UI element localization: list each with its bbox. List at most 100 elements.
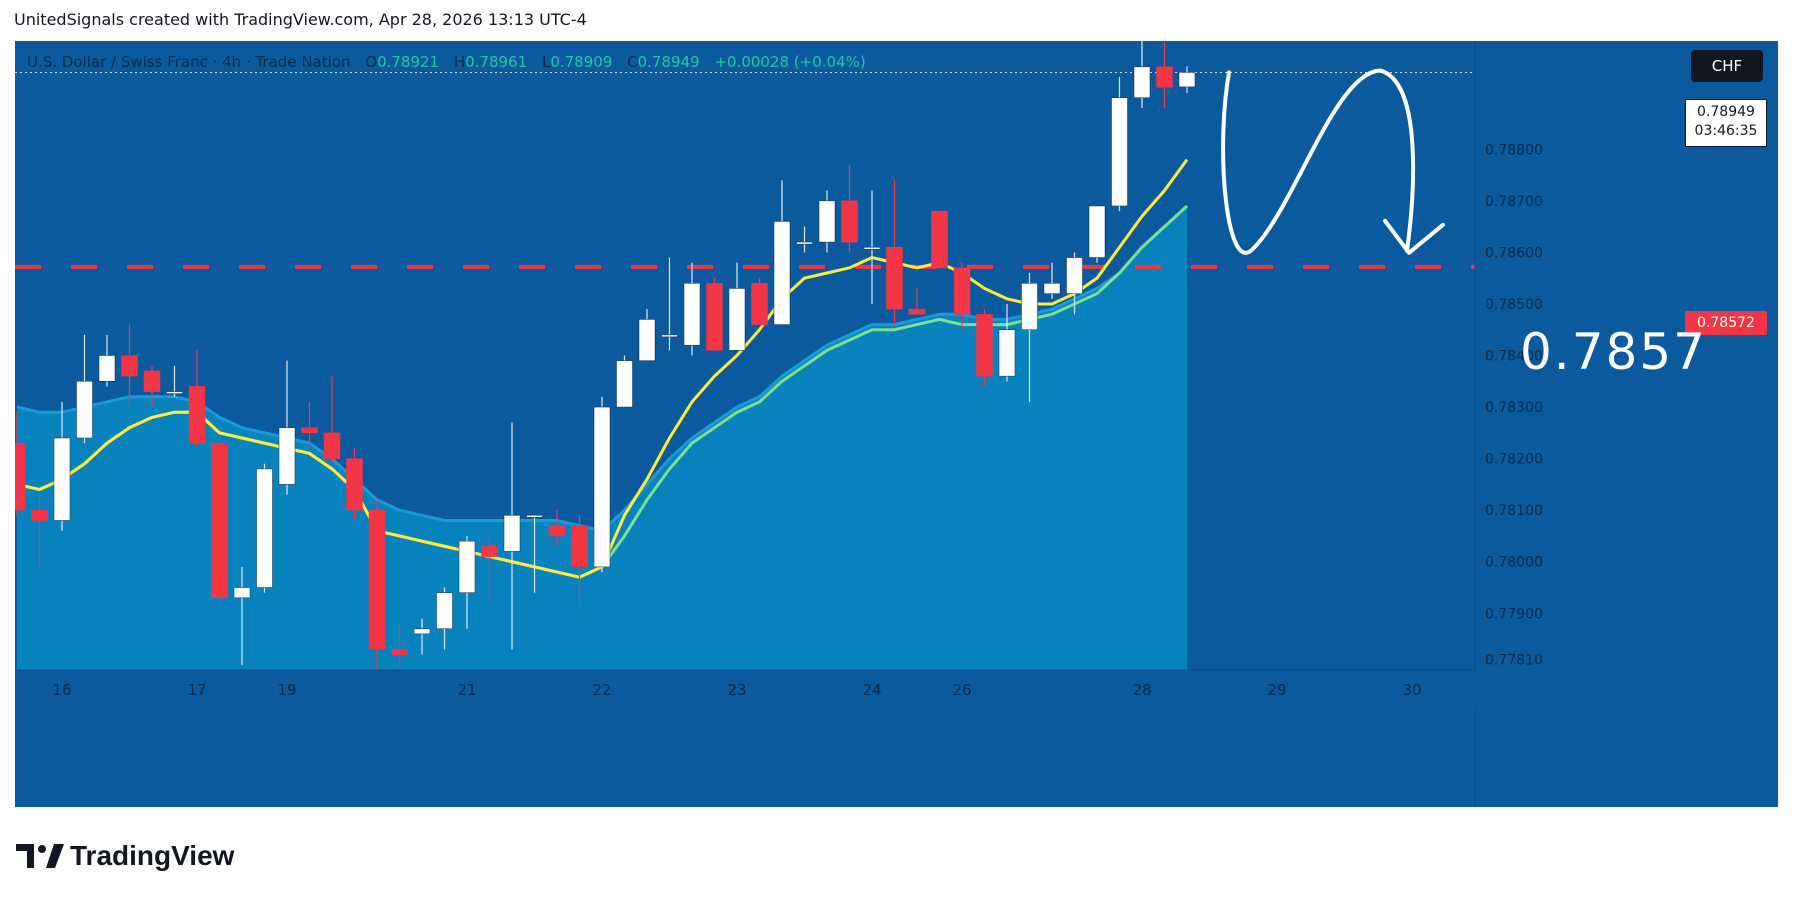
price-axis-tick: 0.78000: [1485, 555, 1543, 571]
time-axis-tick: 26: [952, 681, 971, 699]
open-label: O: [365, 53, 378, 71]
candle-body: [751, 283, 768, 325]
candle-body: [773, 221, 791, 325]
time-axis-tick: 23: [727, 681, 746, 699]
level-price-tag: 0.78572: [1685, 311, 1767, 335]
ema-area-fill: [17, 205, 1187, 670]
candle-body: [15, 442, 26, 511]
candle-body: [1021, 283, 1038, 330]
price-axis-tick: 0.78200: [1485, 452, 1543, 468]
candle-body: [53, 437, 71, 521]
candle-body: [1156, 66, 1173, 88]
candle-body: [638, 319, 656, 361]
candle-body: [391, 649, 408, 655]
candle-body: [458, 540, 476, 593]
price-axis-tick: 0.78800: [1485, 142, 1543, 158]
candle-body: [1066, 257, 1083, 294]
symbol-legend: U.S. Dollar / Swiss Franc · 4h · Trade N…: [27, 53, 866, 71]
time-axis-tick: 29: [1267, 681, 1286, 699]
candle-body: [98, 355, 116, 382]
price-axis-tick: 0.78400: [1485, 349, 1543, 365]
candle-body: [1043, 283, 1061, 294]
candle-body: [863, 246, 881, 250]
candle-body: [346, 458, 363, 511]
candle-body: [998, 329, 1016, 377]
candle-body: [976, 314, 993, 377]
price-chart[interactable]: 0.78800 0.78700 0.78600 0.78500 0.78400 0.783…: [15, 41, 1778, 807]
candle-body: [728, 288, 746, 351]
close-value: 0.78949: [637, 53, 700, 71]
candle-body: [571, 525, 588, 568]
candle-body: [301, 427, 318, 434]
time-axis-tick: 28: [1132, 681, 1151, 699]
candle-body: [818, 200, 836, 243]
price-axis-tick: 0.78600: [1485, 245, 1543, 261]
candle-countdown: 03:46:35: [1694, 123, 1758, 139]
tradingview-logo-icon: [16, 844, 64, 868]
price-axis-tick: 0.78100: [1485, 503, 1543, 519]
time-axis-tick: 19: [277, 681, 296, 699]
chart-attribution: UnitedSignals created with TradingView.c…: [14, 10, 587, 29]
tradingview-logo-text: TradingView: [70, 840, 235, 871]
candle-body: [796, 241, 813, 245]
candle-body: [526, 515, 543, 518]
candle-body: [503, 515, 521, 552]
annotation-price-label: 0.7857: [1520, 323, 1707, 381]
candle-body: [908, 308, 926, 315]
time-axis-tick: 21: [457, 681, 476, 699]
time-axis-panel: [15, 670, 1778, 707]
candle-body: [1111, 97, 1128, 207]
time-axis-tick: 24: [862, 681, 881, 699]
change-value: +0.00028 (+0.04%): [714, 53, 866, 71]
time-axis-tick: 17: [187, 681, 206, 699]
candle-body: [841, 200, 858, 243]
candle-body: [323, 432, 341, 459]
candle-body: [256, 468, 273, 588]
candle-body: [683, 283, 701, 346]
candle-body: [661, 334, 678, 338]
candle-body: [233, 587, 251, 599]
candle-body: [76, 381, 93, 439]
time-axis-tick: 22: [592, 681, 611, 699]
candle-body: [953, 267, 971, 315]
candle-body: [188, 386, 206, 444]
symbol-name: U.S. Dollar / Swiss Franc · 4h · Trade N…: [27, 53, 351, 71]
low-value: 0.78909: [550, 53, 613, 71]
candle-body: [593, 406, 611, 568]
price-axis-tick: 0.77810: [1485, 653, 1543, 669]
current-price-tag: 0.78949 03:46:35: [1685, 99, 1767, 147]
time-axis-tick: 16: [52, 681, 71, 699]
candle-body: [143, 370, 161, 392]
price-axis-tick: 0.78500: [1485, 297, 1543, 313]
current-price-value: 0.78949: [1697, 104, 1755, 120]
candle-body: [278, 427, 296, 485]
candle-body: [121, 355, 138, 377]
candle-body: [931, 210, 948, 269]
candle-body: [886, 246, 903, 310]
candle-body: [548, 525, 566, 537]
candle-body: [413, 628, 431, 635]
open-value: 0.78921: [377, 53, 440, 71]
tradingview-logo[interactable]: TradingView: [16, 840, 234, 872]
time-axis-tick: 30: [1402, 681, 1421, 699]
high-value: 0.78961: [465, 53, 528, 71]
projection-path: [1221, 68, 1416, 255]
candle-body: [616, 360, 633, 408]
candle-body: [1133, 66, 1151, 98]
price-axis-tick: 0.77900: [1485, 606, 1543, 622]
candle-body: [481, 546, 498, 557]
close-label: C: [627, 53, 638, 71]
price-axis-tick: 0.78700: [1485, 194, 1543, 210]
candle-body: [211, 442, 228, 599]
candle-body: [166, 391, 183, 394]
candle-body: [706, 283, 723, 351]
projection-arrowhead: [1383, 218, 1445, 255]
low-label: L: [541, 53, 551, 71]
currency-button[interactable]: CHF: [1691, 50, 1763, 82]
candle-body: [368, 509, 386, 650]
price-axis-tick: 0.78300: [1485, 400, 1543, 416]
candle-body: [31, 509, 48, 521]
candle-body: [436, 592, 453, 630]
candle-body: [1088, 205, 1106, 258]
chart-panel[interactable]: 0.78800 0.78700 0.78600 0.78500 0.78400 0.783…: [15, 41, 1778, 807]
